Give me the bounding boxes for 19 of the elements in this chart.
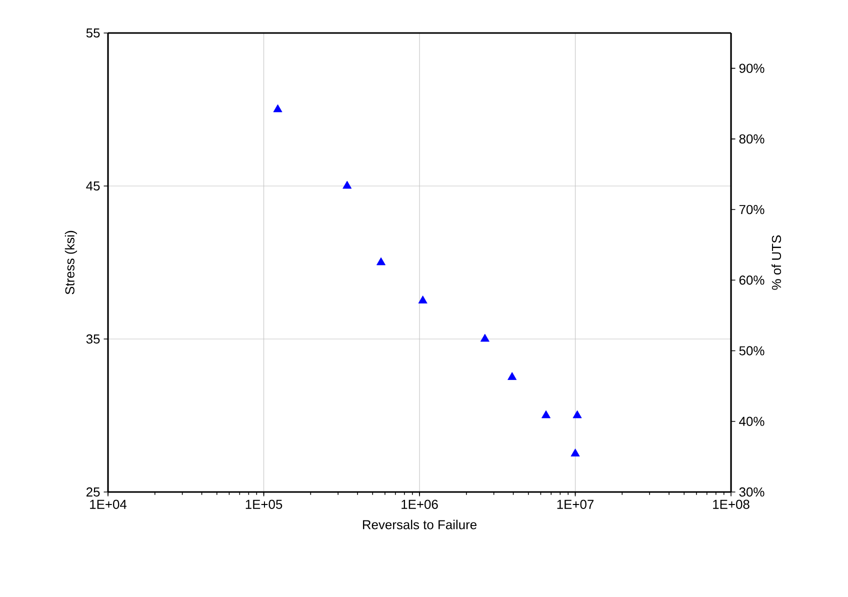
y2-tick-label: 70%	[739, 204, 764, 214]
y2-tick-label: 40%	[739, 416, 764, 426]
y-axis-title: Stress (ksi)	[64, 230, 77, 294]
y2-tick-label: 50%	[739, 346, 764, 356]
x-tick-label: 1E+05	[246, 500, 282, 509]
x-tick-label: 1E+04	[90, 500, 127, 509]
y2-tick-label: 90%	[739, 64, 764, 73]
x-tick-label: 1E+08	[713, 500, 750, 509]
x-tick-label: 1E+07	[557, 500, 594, 509]
y2-tick-label: 30%	[739, 487, 764, 497]
y2-tick-label: 80%	[739, 134, 764, 144]
y-tick-label: 25	[86, 487, 100, 497]
x-tick-label: 1E+06	[402, 500, 438, 509]
y-tick-label: 55	[86, 28, 100, 38]
y2-axis-title: % of UTS	[772, 235, 782, 290]
y-tick-label: 35	[86, 334, 100, 344]
y2-tick-label: 60%	[739, 276, 764, 285]
x-axis-title: Reversals to Failure	[362, 520, 476, 530]
y-tick-label: 45	[86, 181, 100, 191]
